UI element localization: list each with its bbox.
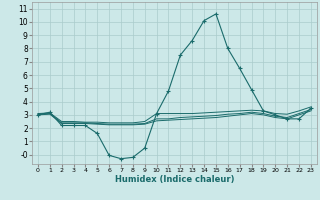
X-axis label: Humidex (Indice chaleur): Humidex (Indice chaleur) xyxy=(115,175,234,184)
